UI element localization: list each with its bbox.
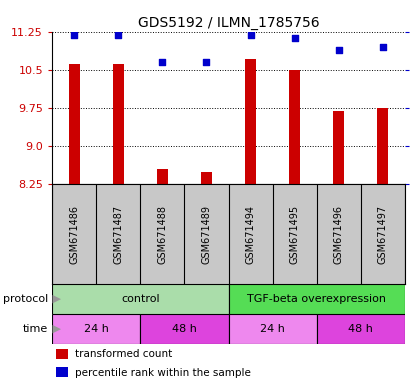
Text: time: time — [23, 324, 48, 334]
Bar — [377, 108, 388, 184]
Bar — [229, 314, 317, 344]
Text: GSM671489: GSM671489 — [201, 205, 211, 263]
Point — [203, 60, 210, 66]
Text: GSM671496: GSM671496 — [334, 205, 344, 263]
Text: 24 h: 24 h — [84, 324, 109, 334]
Text: GSM671495: GSM671495 — [290, 204, 300, 263]
Bar — [229, 284, 405, 314]
Text: GSM671486: GSM671486 — [69, 205, 79, 263]
Bar — [56, 367, 68, 377]
Bar — [68, 64, 80, 184]
Text: control: control — [121, 294, 159, 304]
Point — [71, 32, 77, 38]
Text: 48 h: 48 h — [349, 324, 374, 334]
Bar — [317, 314, 405, 344]
Title: GDS5192 / ILMN_1785756: GDS5192 / ILMN_1785756 — [138, 16, 319, 30]
Point — [247, 32, 254, 38]
Point — [115, 32, 122, 38]
Bar — [289, 70, 300, 184]
Text: 24 h: 24 h — [260, 324, 285, 334]
Bar — [201, 172, 212, 184]
Text: GSM671488: GSM671488 — [157, 205, 167, 263]
Bar — [112, 64, 124, 184]
Text: protocol: protocol — [3, 294, 48, 304]
Point — [380, 44, 386, 50]
Bar — [157, 169, 168, 184]
Point — [291, 35, 298, 41]
Bar — [56, 349, 68, 359]
Text: percentile rank within the sample: percentile rank within the sample — [75, 367, 251, 377]
Text: 48 h: 48 h — [172, 324, 197, 334]
Text: ▶: ▶ — [49, 324, 61, 334]
Text: transformed count: transformed count — [75, 349, 172, 359]
Point — [335, 47, 342, 53]
Point — [159, 60, 166, 66]
Bar — [52, 284, 229, 314]
Bar — [140, 314, 229, 344]
Bar — [52, 314, 140, 344]
Text: GSM671497: GSM671497 — [378, 204, 388, 263]
Text: TGF-beta overexpression: TGF-beta overexpression — [247, 294, 386, 304]
Text: ▶: ▶ — [49, 294, 61, 304]
Text: GSM671494: GSM671494 — [246, 205, 256, 263]
Text: GSM671487: GSM671487 — [113, 204, 123, 263]
Bar — [333, 111, 344, 184]
Bar — [245, 59, 256, 184]
